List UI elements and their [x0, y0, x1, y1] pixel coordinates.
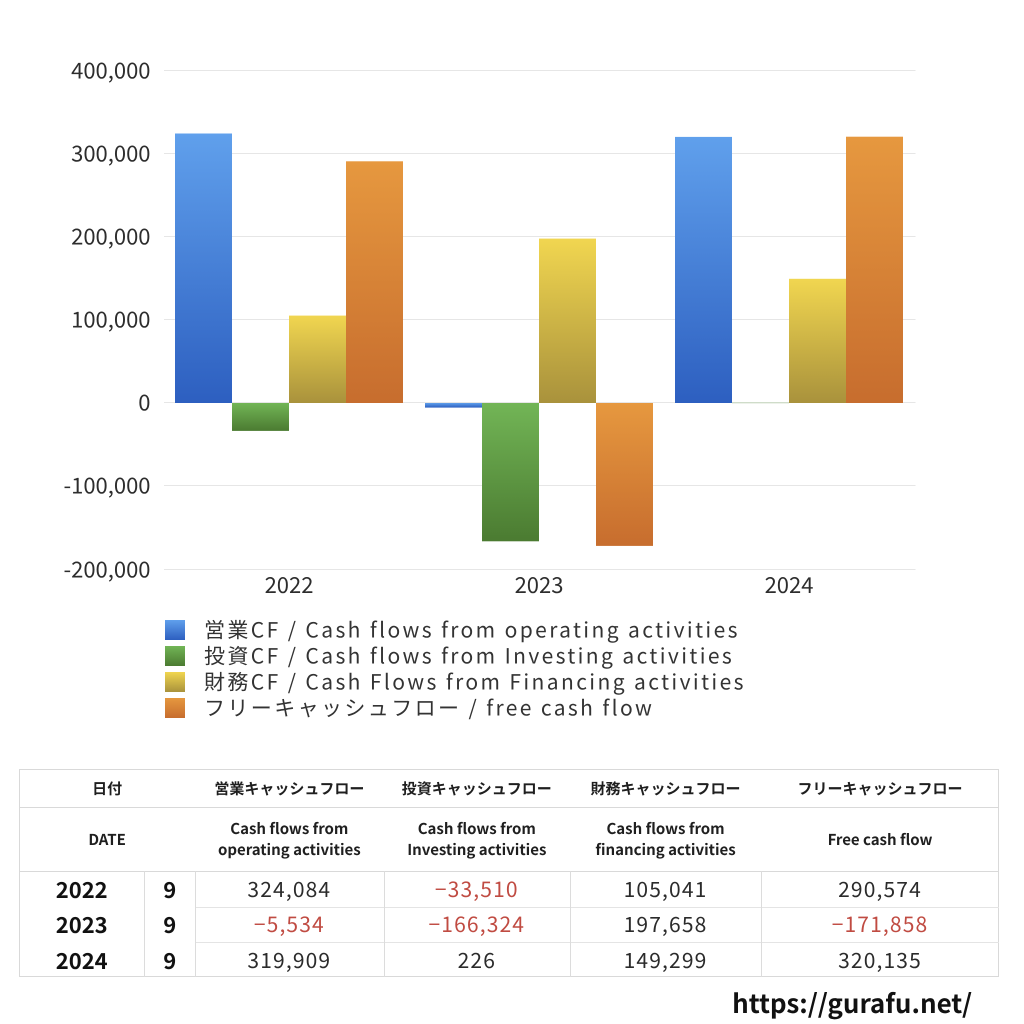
svg-text:100,000: 100,000 — [71, 302, 150, 334]
svg-text:財務CF / Cash Flows from Financi: 財務CF / Cash Flows from Financing activit… — [204, 667, 746, 697]
svg-text:2024: 2024 — [765, 568, 814, 600]
svg-text:2022: 2022 — [265, 568, 314, 600]
svg-text:0: 0 — [138, 385, 150, 417]
svg-text:200,000: 200,000 — [71, 219, 150, 251]
svg-text:2023: 2023 — [515, 568, 564, 600]
svg-text:営業CF / Cash flows from operati: 営業CF / Cash flows from operating activit… — [204, 615, 740, 645]
svg-text:400,000: 400,000 — [71, 53, 150, 85]
svg-text:フリーキャッシュフロー / free cash flow: フリーキャッシュフロー / free cash flow — [204, 693, 654, 723]
svg-text:-100,000: -100,000 — [63, 468, 150, 500]
svg-text:投資CF / Cash flows from Investi: 投資CF / Cash flows from Investing activit… — [204, 641, 734, 671]
svg-text:300,000: 300,000 — [71, 136, 150, 168]
svg-text:-200,000: -200,000 — [63, 552, 150, 584]
